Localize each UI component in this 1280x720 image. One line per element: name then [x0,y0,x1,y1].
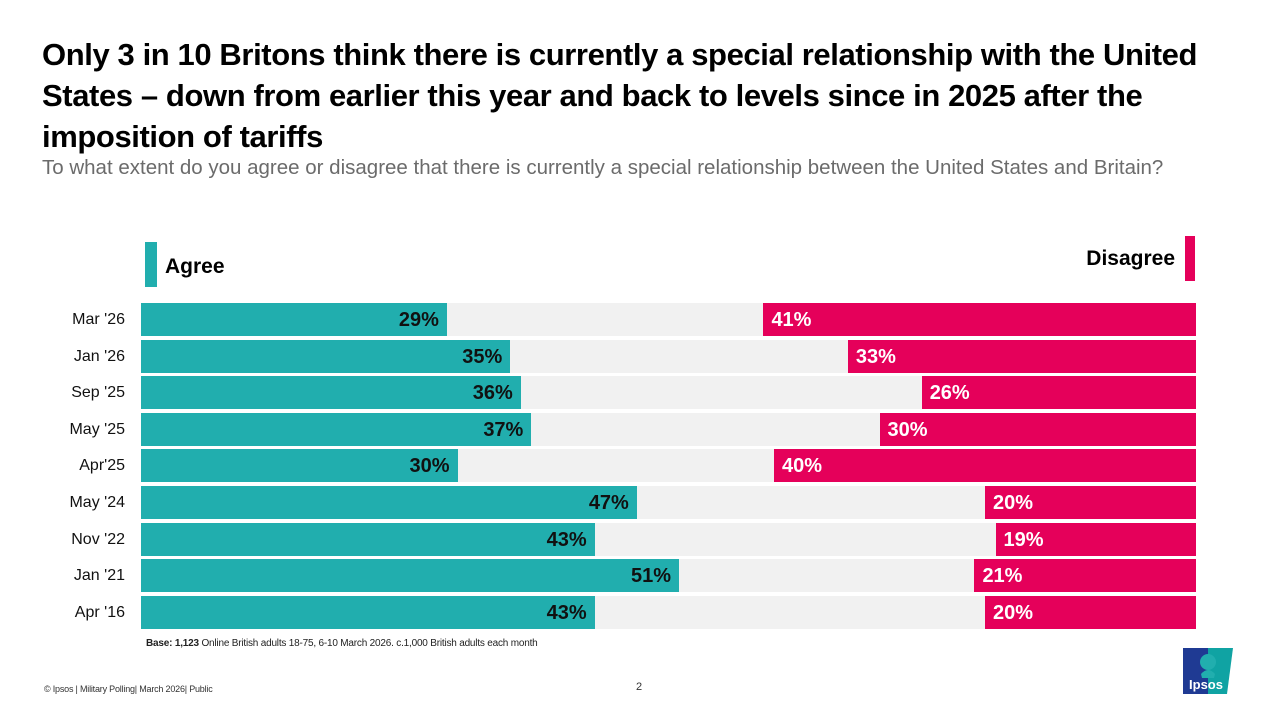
disagree-value-label: 20% [993,492,1034,514]
question-subtitle: To what extent do you agree or disagree … [42,156,1164,179]
page-number: 2 [636,681,643,693]
logo-text: Ipsos [1189,677,1223,692]
disagree-bar [985,595,1196,629]
footer-copyright: © Ipsos | Military Polling| March 2026| … [44,684,213,694]
agree-bar [141,412,532,446]
category-label: Jan '26 [73,347,125,365]
base-note: Base: 1,123 Online British adults 18-75,… [146,638,538,649]
disagree-value-label: 30% [887,418,928,441]
agree-value-label: 35% [462,345,503,368]
agree-swatch [145,242,157,287]
legend-agree: Agree [145,242,225,287]
disagree-value-label: 40% [782,455,823,478]
base-count: 1,123 [174,638,199,649]
agree-value-label: 29% [398,309,439,331]
agree-bar [141,486,637,519]
disagree-swatch [1185,236,1195,281]
category-label: Jan '21 [73,567,125,585]
ipsos-logo-icon: Ipsos [1183,648,1233,694]
legend-disagree-label: Disagree [1086,246,1175,270]
base-text: Online British adults 18-75, 6-10 March … [201,638,538,649]
agree-bar [141,522,595,556]
disagree-bar [921,376,1196,410]
agree-value-label: 36% [472,382,513,405]
disagree-value-label: 41% [771,309,812,331]
category-label: Apr'25 [79,457,125,475]
agree-value-label: 47% [588,492,629,514]
disagree-bar [995,522,1196,556]
disagree-bar [763,303,1196,336]
category-label: Nov '22 [71,530,125,548]
disagree-value-label: 21% [982,565,1023,588]
agree-value-label: 51% [631,565,672,588]
agree-bar [141,559,680,593]
disagree-value-label: 20% [993,601,1034,624]
disagree-bar [847,339,1196,373]
agree-bar [141,595,595,629]
agree-value-label: 37% [483,418,524,441]
legend-disagree: Disagree [1086,236,1195,281]
agree-bar [141,339,511,373]
disagree-bar [774,449,1196,483]
category-label: May '25 [69,420,125,438]
agree-value-label: 43% [546,528,587,551]
category-label: May '24 [69,494,125,511]
agree-bar [141,449,458,483]
agree-bar [141,303,447,336]
disagree-value-label: 26% [929,382,970,405]
agree-bar [141,376,521,410]
disagree-value-label: 33% [855,345,896,368]
disagree-value-label: 19% [1003,528,1044,551]
agree-value-label: 43% [546,601,587,624]
disagree-bar [879,412,1196,446]
legend-agree-label: Agree [165,254,225,278]
agree-value-label: 30% [409,455,450,478]
category-label: Mar '26 [72,311,125,328]
category-label: Sep '25 [71,384,125,402]
disagree-bar [974,559,1196,593]
ipsos-logo: Ipsos [1183,648,1233,694]
page-title: Only 3 in 10 Britons think there is curr… [42,37,1197,154]
category-label: Apr '16 [74,603,125,621]
diverging-bar-chart: Mar '26 29% 41% Jan '26 35% 33% Sep '25 36% 26% M… [69,303,1196,629]
disagree-bar [985,486,1196,519]
base-label: Base: [146,638,173,649]
